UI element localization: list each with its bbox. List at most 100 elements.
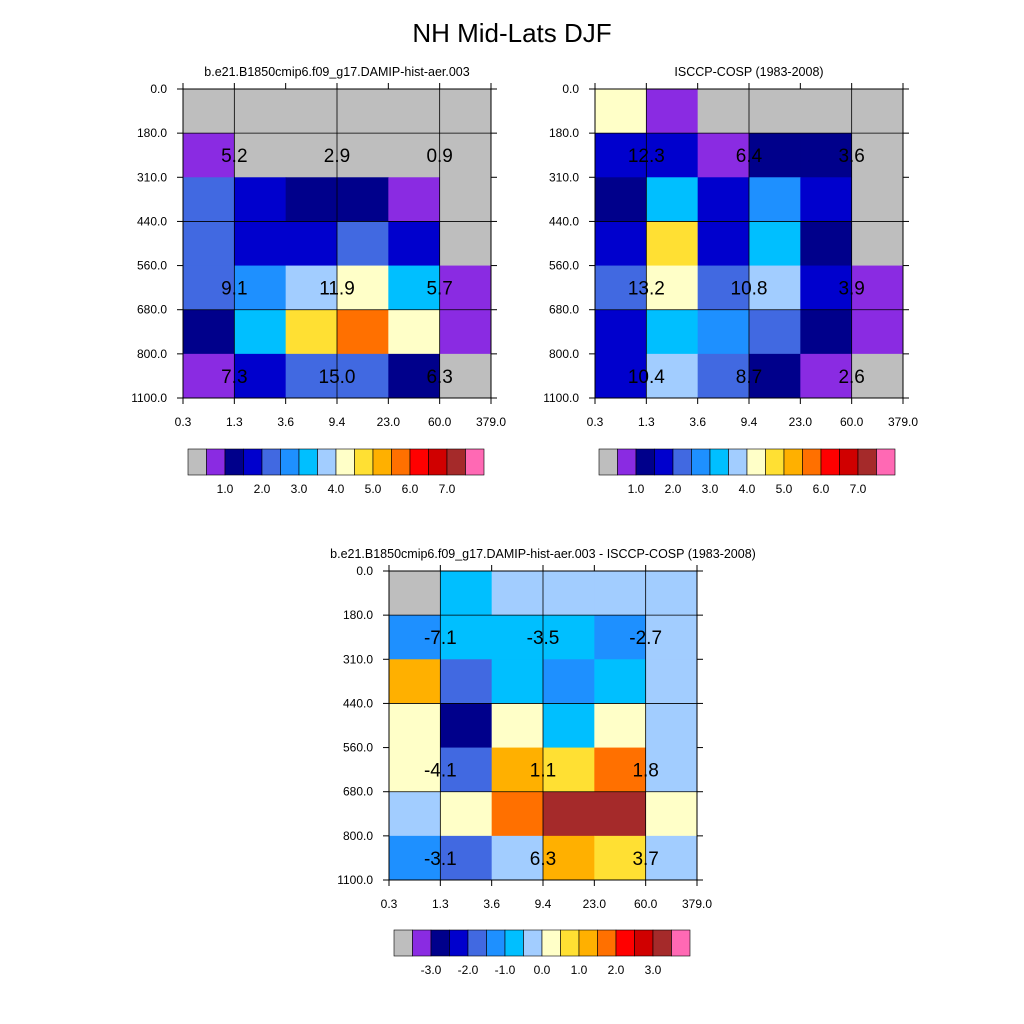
y-tick-label: 180.0 — [343, 608, 373, 622]
heatmap-cell — [337, 309, 389, 355]
x-tick-label: 23.0 — [789, 415, 813, 429]
heatmap-cell — [800, 265, 853, 311]
colorbar-box — [839, 448, 859, 476]
panel-title: ISCCP-COSP (1983-2008) — [674, 65, 823, 79]
colorbar-label: 4.0 — [328, 482, 345, 496]
cell-value-label: 3.7 — [632, 849, 658, 870]
heatmap-cell — [749, 221, 801, 267]
colorbar-box — [615, 929, 635, 957]
colorbar-label: 4.0 — [739, 482, 756, 496]
heatmap-cell — [285, 221, 338, 267]
colorbar-box — [541, 929, 561, 957]
heatmap-cell — [285, 89, 338, 134]
heatmap-cell — [439, 265, 492, 311]
heatmap-cell — [851, 177, 904, 222]
colorbar-box — [317, 448, 337, 476]
colorbar-label: 2.0 — [665, 482, 682, 496]
colorbar-label: 5.0 — [365, 482, 382, 496]
colorbar-box — [465, 448, 485, 476]
heatmap-cell — [234, 265, 287, 311]
colorbar-box — [243, 448, 263, 476]
colorbar-box — [634, 929, 654, 957]
colorbar-box — [486, 929, 506, 957]
y-tick-label: 0.0 — [562, 82, 579, 96]
colorbar-label: 1.0 — [628, 482, 645, 496]
heatmap-cell — [491, 747, 544, 793]
colorbar-box — [802, 448, 822, 476]
heatmap-cell — [543, 791, 595, 837]
colorbar-label: 2.0 — [254, 482, 271, 496]
y-tick-label: 560.0 — [137, 259, 167, 273]
cell-value-label: 0.9 — [426, 146, 452, 167]
colorbar-label: 3.0 — [291, 482, 308, 496]
heatmap-cell — [337, 221, 389, 267]
y-tick-label: 800.0 — [137, 347, 167, 361]
panel-title: b.e21.B1850cmip6.f09_g17.DAMIP-hist-aer.… — [330, 547, 756, 561]
colorbar-box — [391, 448, 411, 476]
x-tick-label: 9.4 — [329, 415, 346, 429]
colorbar-box — [617, 448, 637, 476]
heatmap-cell — [491, 791, 544, 837]
heatmap-cell — [543, 571, 595, 616]
heatmap-cell — [595, 265, 647, 311]
y-tick-label: 0.0 — [150, 82, 167, 96]
heatmap-cell — [749, 177, 801, 222]
heatmap-cell — [749, 133, 801, 178]
x-tick-label: 1.3 — [638, 415, 655, 429]
cell-value-label: 2.9 — [324, 146, 350, 167]
heatmap-cell — [183, 221, 235, 267]
heatmap-cell — [285, 133, 338, 178]
cell-value-label: 3.6 — [838, 146, 864, 167]
colorbar-label: 5.0 — [776, 482, 793, 496]
colorbar-label: 0.0 — [534, 963, 551, 977]
colorbar-box — [354, 448, 374, 476]
heatmap-cell — [183, 89, 235, 134]
heatmap-cell — [440, 835, 493, 881]
heatmap-cell — [697, 177, 750, 222]
colorbar-box — [597, 929, 617, 957]
colorbar-box — [876, 448, 896, 476]
y-tick-label: 800.0 — [549, 347, 579, 361]
heatmap-cell — [595, 177, 647, 222]
heatmap-cell — [646, 221, 699, 267]
heatmap-cell — [389, 747, 441, 793]
colorbar-box — [523, 929, 543, 957]
y-tick-label: 680.0 — [343, 785, 373, 799]
heatmap-cell — [646, 309, 699, 355]
x-tick-label: 9.4 — [741, 415, 758, 429]
heatmap-cell — [543, 703, 595, 749]
colorbar-box — [578, 929, 598, 957]
colorbar-box — [691, 448, 711, 476]
heatmap-cell — [646, 89, 699, 134]
heatmap-cell — [851, 353, 904, 399]
heatmap-cell — [595, 353, 647, 399]
heatmap-cell — [337, 177, 389, 222]
x-tick-label: 0.3 — [587, 415, 604, 429]
x-tick-label: 379.0 — [888, 415, 918, 429]
x-tick-label: 60.0 — [840, 415, 864, 429]
cell-value-label: 12.3 — [628, 146, 665, 167]
heatmap-cell — [183, 133, 235, 178]
heatmap-cell — [389, 571, 441, 616]
x-tick-label: 3.6 — [483, 897, 500, 911]
heatmap-cell — [440, 747, 493, 793]
heatmap-cell — [645, 835, 698, 881]
y-tick-label: 310.0 — [343, 652, 373, 666]
heatmap-cell — [697, 89, 750, 134]
heatmap-cell — [388, 265, 441, 311]
heatmap-cell — [543, 835, 595, 881]
colorbar-box — [335, 448, 355, 476]
heatmap-cell — [285, 265, 338, 311]
heatmap-cell — [595, 221, 647, 267]
heatmap-cell — [234, 133, 287, 178]
heatmap-cell — [389, 659, 441, 704]
colorbar-box — [467, 929, 487, 957]
cell-value-label: -7.1 — [424, 628, 457, 649]
colorbar-label: 6.0 — [813, 482, 830, 496]
heatmap-cell — [594, 703, 647, 749]
cell-value-label: 1.8 — [632, 761, 658, 782]
colorbar-label: 3.0 — [645, 963, 662, 977]
heatmap-cell — [234, 221, 287, 267]
colorbar-box — [504, 929, 524, 957]
colorbar-box — [428, 448, 448, 476]
